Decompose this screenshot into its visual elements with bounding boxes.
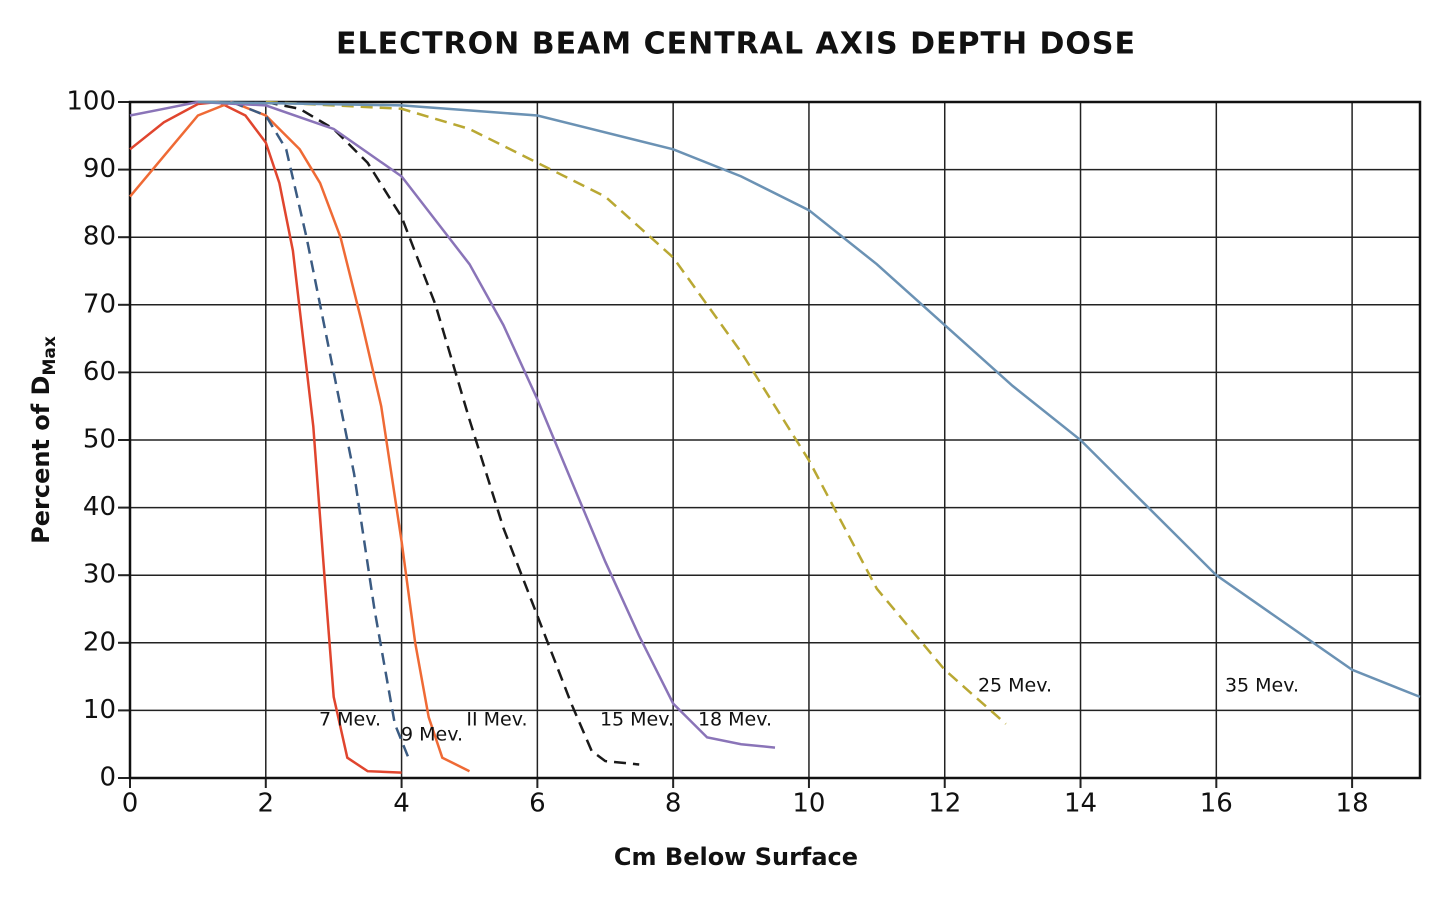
x-tick-label: 12: [928, 789, 961, 819]
y-tick-label: 10: [83, 695, 116, 725]
y-label-subscript: Max: [40, 336, 60, 375]
chart-title: ELECTRON BEAM CENTRAL AXIS DEPTH DOSE: [336, 27, 1136, 62]
series-label: II Mev.: [466, 709, 527, 731]
x-tick-label: 4: [393, 789, 410, 819]
y-tick-label: 100: [66, 87, 116, 117]
series-label: 18 Mev.: [698, 709, 772, 731]
x-tick-label: 14: [1064, 789, 1097, 819]
y-tick-label: 30: [83, 560, 116, 590]
series-label: 15 Mev.: [600, 709, 674, 731]
y-tick-label: 70: [83, 289, 116, 319]
series-line: [197, 100, 1421, 699]
series-label: 9 Mev.: [401, 724, 463, 746]
series-label: 7 Mev.: [319, 709, 381, 731]
series-label: 25 Mev.: [978, 675, 1052, 697]
x-tick-label: 0: [122, 789, 139, 819]
y-tick-label: 20: [83, 627, 116, 657]
x-tick-label: 10: [792, 789, 825, 819]
x-tick-label: 18: [1336, 789, 1369, 819]
y-tick-label: 90: [83, 154, 116, 184]
y-label-main: Percent of D: [27, 376, 55, 544]
y-tick-label: 0: [99, 763, 116, 793]
series-line: [265, 100, 640, 766]
y-tick-label: 50: [83, 425, 116, 455]
x-tick-label: 6: [529, 789, 546, 819]
series-line: [231, 100, 410, 759]
x-tick-label: 16: [1200, 789, 1233, 819]
y-tick-label: 60: [83, 357, 116, 387]
series-line: [129, 100, 402, 774]
x-tick-label: 2: [258, 789, 275, 819]
series-line: [129, 100, 471, 773]
plot-frame: [128, 100, 1422, 780]
series-label: 35 Mev.: [1225, 675, 1299, 697]
x-axis-label: Cm Below Surface: [614, 843, 858, 871]
y-tick-label: 80: [83, 222, 116, 252]
y-axis-label: Percent of DMax: [27, 336, 60, 544]
series-line: [265, 100, 1007, 725]
x-tick-label: 8: [665, 789, 682, 819]
y-tick-label: 40: [83, 492, 116, 522]
